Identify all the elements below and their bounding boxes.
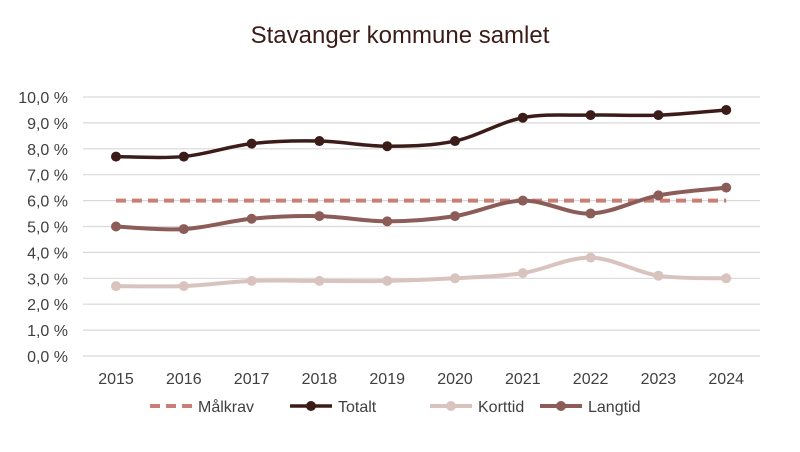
y-tick-label: 9,0 % [27, 116, 68, 133]
data-point-korttid [246, 275, 257, 286]
series-line-korttid [115, 255, 727, 289]
data-point-langtid [721, 182, 732, 193]
x-tick-label: 2021 [505, 371, 541, 388]
legend-label-langtid: Langtid [588, 399, 641, 416]
series-line-totalt [115, 108, 727, 160]
data-point-korttid [314, 275, 325, 286]
data-point-langtid [178, 224, 189, 235]
x-tick-label: 2024 [708, 371, 744, 388]
data-point-langtid [314, 211, 325, 222]
data-point-korttid [721, 273, 732, 284]
data-point-langtid [246, 213, 257, 224]
y-tick-label: 5,0 % [27, 220, 68, 237]
y-tick-label: 6,0 % [27, 194, 68, 211]
legend-label-totalt: Totalt [338, 399, 377, 416]
y-tick-label: 1,0 % [27, 323, 68, 340]
y-tick-label: 2,0 % [27, 297, 68, 314]
x-tick-label: 2023 [641, 371, 677, 388]
y-tick-label: 3,0 % [27, 271, 68, 288]
data-point-totalt [246, 138, 257, 149]
legend-marker-totalt [306, 401, 316, 411]
data-point-totalt [382, 141, 393, 152]
data-point-totalt [585, 110, 596, 121]
y-tick-label: 7,0 % [27, 168, 68, 185]
x-tick-label: 2018 [302, 371, 338, 388]
data-point-korttid [517, 268, 528, 279]
data-point-korttid [585, 252, 596, 263]
data-point-korttid [450, 273, 460, 284]
data-point-korttid [178, 281, 189, 292]
data-point-langtid [111, 221, 121, 232]
y-tick-label: 4,0 % [27, 245, 68, 262]
x-tick-label: 2015 [98, 371, 134, 388]
legend-label-mlkrav: Målkrav [198, 398, 254, 416]
data-point-totalt [450, 136, 460, 147]
x-tick-label: 2017 [234, 371, 270, 388]
data-point-korttid [382, 275, 393, 286]
data-point-totalt [653, 110, 664, 121]
y-tick-label: 10,0 % [18, 90, 68, 107]
data-point-totalt [111, 151, 121, 162]
chart-title: Stavanger kommune samlet [251, 22, 550, 49]
data-point-langtid [653, 190, 664, 201]
data-point-totalt [517, 112, 528, 123]
data-point-langtid [585, 208, 596, 219]
data-point-langtid [450, 211, 460, 222]
x-tick-label: 2019 [369, 371, 405, 388]
legend-marker-korttid [446, 401, 456, 411]
y-tick-label: 0,0 % [27, 349, 68, 366]
data-point-totalt [721, 104, 732, 115]
series-line-langtid [115, 185, 727, 232]
data-point-korttid [653, 270, 664, 281]
x-tick-label: 2020 [437, 371, 473, 388]
legend-marker-langtid [556, 401, 566, 411]
data-point-totalt [178, 151, 189, 162]
legend-label-korttid: Korttid [478, 399, 524, 416]
x-tick-label: 2022 [573, 371, 609, 388]
data-point-langtid [382, 216, 393, 227]
data-point-totalt [314, 136, 325, 147]
data-point-langtid [517, 195, 528, 206]
x-tick-label: 2016 [166, 371, 202, 388]
y-tick-label: 8,0 % [27, 142, 68, 159]
data-point-korttid [111, 281, 121, 292]
